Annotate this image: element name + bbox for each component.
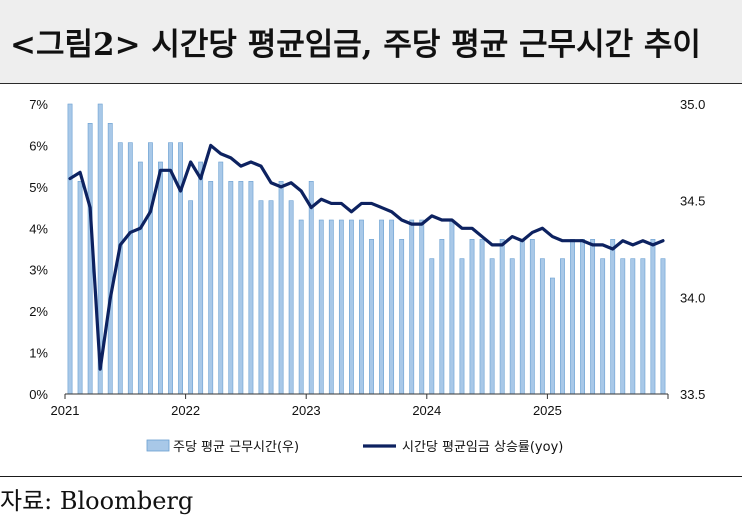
line-series bbox=[68, 143, 665, 371]
left-axis-tick-label: 2% bbox=[29, 304, 48, 319]
bar bbox=[188, 200, 194, 395]
bar bbox=[499, 239, 505, 395]
bar bbox=[198, 161, 204, 395]
bar bbox=[389, 219, 395, 395]
left-axis-tick-label: 3% bbox=[29, 263, 48, 278]
source-note: 자료: Bloomberg bbox=[0, 487, 194, 515]
left-axis-tick-label: 7% bbox=[29, 97, 48, 112]
bar bbox=[550, 277, 555, 395]
bar bbox=[67, 103, 73, 395]
bar bbox=[318, 219, 324, 395]
bar bbox=[399, 239, 405, 395]
legend-bar-swatch bbox=[146, 439, 170, 452]
chart-area: 2021 2022 2023 2024 2025 0% 1% 2% 3% 4% 5% 6% 7% 33.5… bbox=[0, 84, 742, 470]
bar bbox=[610, 239, 616, 395]
x-tick-label: 2024 bbox=[412, 403, 441, 418]
bar bbox=[338, 219, 344, 395]
bar bbox=[560, 258, 565, 395]
left-axis-tick-label: 6% bbox=[29, 138, 48, 153]
bar bbox=[107, 123, 113, 395]
bar bbox=[328, 219, 334, 395]
bar bbox=[238, 181, 244, 395]
bar bbox=[580, 239, 585, 395]
bar bbox=[600, 258, 606, 395]
bar bbox=[660, 258, 666, 395]
legend-bar-label: 주당 평균 근무시간(우) bbox=[173, 440, 299, 455]
bar bbox=[509, 258, 515, 395]
bar bbox=[248, 181, 254, 395]
bar bbox=[168, 142, 173, 395]
combo-chart: 2021 2022 2023 2024 2025 0% 1% 2% 3% 4% 5% 6% 7% 33.5… bbox=[29, 97, 705, 455]
bar bbox=[288, 200, 294, 395]
bar bbox=[539, 258, 545, 395]
bar bbox=[620, 258, 626, 395]
bar bbox=[178, 142, 183, 395]
bar bbox=[640, 258, 646, 395]
bar bbox=[349, 219, 354, 395]
bar bbox=[298, 219, 304, 395]
bar bbox=[489, 258, 495, 395]
bar-series bbox=[67, 103, 666, 395]
footer-divider bbox=[0, 476, 742, 477]
bar bbox=[268, 200, 274, 395]
bar bbox=[208, 181, 214, 395]
left-axis-tick-label: 1% bbox=[29, 346, 48, 361]
bar bbox=[469, 239, 475, 395]
legend-line-label: 시간당 평균임금 상승률(yoy) bbox=[402, 440, 563, 455]
bar bbox=[650, 239, 656, 395]
left-axis-tick-label: 0% bbox=[29, 387, 48, 402]
bar bbox=[127, 142, 133, 395]
bar bbox=[359, 219, 364, 395]
bar bbox=[258, 200, 264, 395]
bar bbox=[379, 219, 384, 395]
bar bbox=[218, 161, 224, 395]
bar bbox=[439, 239, 445, 395]
bar bbox=[409, 219, 415, 395]
bar bbox=[519, 239, 525, 395]
bar bbox=[87, 123, 93, 395]
right-axis-tick-label: 33.5 bbox=[680, 387, 705, 402]
x-tick-label: 2023 bbox=[292, 403, 321, 418]
right-axis-tick-label: 34.0 bbox=[680, 290, 705, 305]
bar bbox=[449, 219, 455, 395]
title-bar: <그림2> 시간당 평균임금, 주당 평균 근무시간 추이 bbox=[0, 0, 742, 84]
bar bbox=[228, 181, 234, 395]
x-tick-label: 2022 bbox=[171, 403, 200, 418]
bar bbox=[459, 258, 465, 395]
bar bbox=[158, 161, 163, 395]
bar bbox=[479, 239, 485, 395]
x-tick-label: 2021 bbox=[51, 403, 80, 418]
x-tick-label: 2025 bbox=[533, 403, 562, 418]
bar bbox=[529, 239, 535, 395]
bar bbox=[429, 258, 435, 395]
bar bbox=[148, 142, 153, 395]
left-axis-tick-label: 5% bbox=[29, 180, 48, 195]
bar bbox=[369, 239, 374, 395]
bar bbox=[77, 181, 83, 395]
chart-title: <그림2> 시간당 평균임금, 주당 평균 근무시간 추이 bbox=[10, 27, 701, 63]
bar bbox=[570, 239, 575, 395]
left-axis-tick-label: 4% bbox=[29, 221, 48, 236]
bar bbox=[137, 161, 143, 395]
bar bbox=[278, 181, 284, 395]
bar bbox=[117, 142, 123, 395]
right-axis-tick-label: 34.5 bbox=[680, 194, 705, 209]
bar bbox=[419, 219, 425, 395]
right-axis-tick-label: 35.0 bbox=[680, 97, 705, 112]
bar bbox=[590, 239, 596, 395]
bar bbox=[308, 181, 314, 395]
bar bbox=[630, 258, 636, 395]
